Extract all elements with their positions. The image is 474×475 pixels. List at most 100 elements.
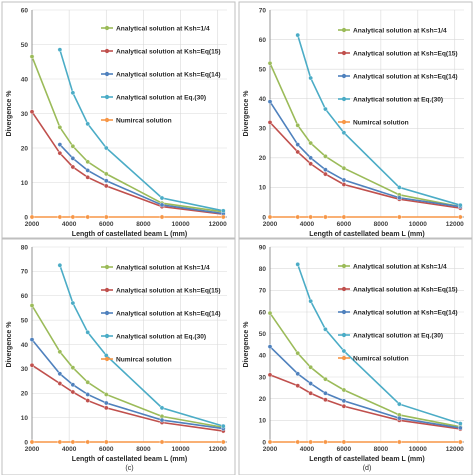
data-point [295, 262, 301, 267]
legend-swatch-marker [104, 25, 110, 31]
legend-entry: Analytical solution at Ksh=Eq(14) [353, 309, 458, 316]
data-point [103, 353, 109, 358]
data-point [220, 214, 226, 220]
y-tick-label: 30 [259, 374, 267, 381]
x-tick-label: 8000 [136, 221, 151, 228]
data-point [341, 182, 347, 187]
data-point [57, 371, 63, 377]
data-point [29, 54, 35, 59]
data-point [85, 330, 91, 335]
x-axis-label: Length of castellated beam L (mm) [72, 456, 187, 463]
data-point [70, 156, 76, 161]
data-point [295, 383, 301, 388]
data-point [295, 371, 301, 377]
y-tick-label: 10 [259, 418, 267, 425]
data-point [308, 214, 313, 220]
data-point [295, 439, 301, 445]
data-point [103, 392, 109, 397]
panel-border [1, 1, 236, 239]
data-point [220, 439, 226, 445]
legend-swatch-marker [341, 73, 347, 79]
y-tick-label: 50 [21, 317, 29, 324]
x-tick-label: 2000 [263, 221, 278, 228]
data-point [85, 175, 91, 180]
chart-panel-c: 0 10 20 30 40 50 60 70 80 2000 4000 6000 8000 10000 12… [1, 238, 236, 475]
data-point [57, 125, 63, 130]
data-point [397, 439, 402, 445]
data-point [85, 159, 91, 165]
data-point [159, 405, 165, 411]
legend-swatch-marker [104, 310, 110, 316]
x-tick-label: 6000 [99, 221, 114, 228]
legend-swatch-marker [104, 48, 110, 54]
legend-swatch-marker [341, 263, 347, 269]
y-tick-label: 10 [21, 180, 29, 187]
y-tick-label: 20 [21, 391, 29, 398]
data-point [57, 439, 63, 445]
y-tick-label: 0 [262, 439, 266, 446]
data-point [397, 415, 402, 421]
data-point [57, 47, 63, 52]
y-tick-label: 10 [21, 415, 29, 422]
panel-label: (d) [363, 465, 372, 472]
data-point [85, 121, 91, 127]
chart-panel-a: 0 10 20 30 40 50 60 2000 4000 6000 8000 10000 12000 L… [1, 1, 236, 247]
legend-entry: Analytical solution at Eq.(30) [116, 94, 206, 101]
data-point [308, 364, 313, 370]
y-tick-label: 30 [259, 126, 267, 133]
legend-entry: Numircal solution [116, 356, 172, 363]
data-point [308, 161, 313, 167]
series-line [59, 265, 224, 427]
data-point [458, 439, 463, 445]
data-point [458, 202, 463, 208]
y-tick-label: 70 [259, 7, 267, 14]
data-point [308, 75, 313, 81]
data-point [220, 423, 226, 429]
legend-swatch-marker [104, 264, 110, 270]
data-point [85, 398, 91, 403]
y-tick-label: 60 [259, 309, 267, 316]
data-point [295, 149, 301, 155]
legend-swatch-marker [104, 94, 110, 100]
data-point [308, 140, 313, 146]
data-point [70, 214, 76, 220]
data-point [458, 214, 463, 220]
x-axis-label: Length of castellated beam L (mm) [72, 231, 187, 238]
legend-entry: Numircal solution [353, 355, 409, 362]
data-point [159, 195, 165, 201]
data-point [397, 214, 402, 220]
data-point [70, 439, 76, 445]
data-point [308, 298, 313, 304]
x-tick-label: 4000 [300, 221, 315, 228]
x-tick-label: 6000 [337, 221, 352, 228]
data-point [29, 362, 35, 368]
data-point [323, 167, 328, 172]
data-point [341, 403, 347, 409]
data-point [159, 214, 165, 220]
x-axis-label: Length of castellated beam L (mm) [309, 456, 424, 463]
x-tick-label: 12000 [446, 221, 464, 228]
legend-swatch-marker [341, 50, 347, 56]
data-point [85, 168, 91, 173]
panel-label: (c) [125, 465, 133, 472]
legend-swatch-marker [341, 27, 347, 33]
series-line [59, 144, 224, 215]
legend-swatch-marker [104, 287, 110, 293]
data-point [70, 382, 76, 388]
data-point [57, 142, 63, 147]
data-point [323, 171, 328, 177]
panel-border [1, 238, 236, 475]
data-point [103, 400, 109, 406]
data-point [70, 143, 76, 149]
legend-entry: Analytical solution at Ksh=Eq(15) [116, 287, 221, 294]
legend-entry: Analytical solution at Eq.(30) [116, 333, 206, 340]
data-point [323, 376, 328, 382]
data-point [267, 439, 273, 445]
legend-entry: Analytical solution at Ksh=Eq(15) [116, 48, 221, 55]
data-point [103, 171, 109, 177]
y-tick-label: 50 [259, 66, 267, 73]
legend-swatch-marker [104, 71, 110, 77]
data-point [220, 208, 226, 214]
y-tick-label: 60 [21, 293, 29, 300]
data-point [341, 348, 347, 354]
